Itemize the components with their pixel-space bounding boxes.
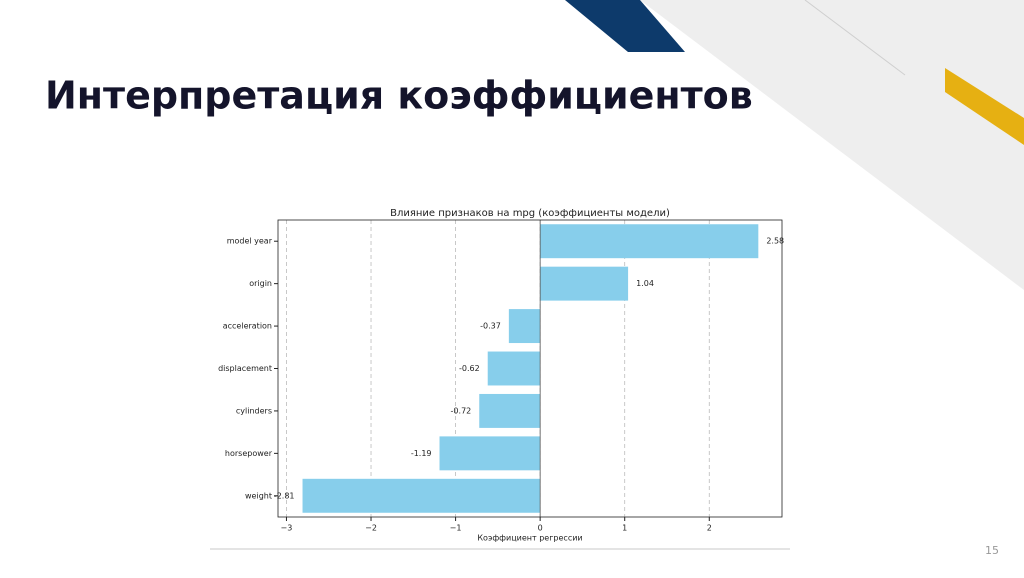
y-tick-label: cylinders (236, 406, 272, 415)
y-tick-label: origin (249, 279, 272, 288)
y-tick-label: horsepower (225, 449, 273, 458)
slide-title: Интерпретация коэффициентов (45, 74, 753, 118)
decor-line (804, 0, 906, 76)
x-tick-label: 0 (538, 524, 543, 533)
bar (540, 266, 629, 301)
value-label: 1.04 (636, 279, 654, 288)
x-tick-label: 1 (622, 524, 627, 533)
decor-gray (640, 0, 1024, 290)
bar (439, 436, 541, 471)
bar (508, 309, 541, 344)
value-label: -0.72 (451, 406, 472, 415)
bar (487, 351, 541, 386)
bar (302, 478, 541, 513)
x-tick-label: 2 (707, 524, 712, 533)
value-label: -0.62 (459, 364, 480, 373)
decor-gold (945, 68, 1024, 145)
x-tick-label: −2 (365, 524, 377, 533)
decor-navy (565, 0, 685, 52)
value-label: -0.37 (480, 322, 501, 331)
plot-frame (277, 219, 783, 518)
x-tick-label: −3 (281, 524, 293, 533)
y-tick-label: weight (245, 491, 272, 500)
y-tick-label: model year (227, 237, 273, 246)
page-number: 15 (985, 544, 999, 557)
y-tick-label: acceleration (223, 322, 272, 331)
bar (479, 393, 541, 428)
value-label: -1.19 (411, 449, 432, 458)
value-label: -2.81 (274, 491, 295, 500)
bar (540, 224, 759, 259)
chart: Влияние признаков на mpg (коэффициенты м… (218, 208, 784, 543)
x-tick-label: −1 (450, 524, 462, 533)
value-label: 2.58 (766, 237, 784, 246)
chart-title: Влияние признаков на mpg (коэффициенты м… (390, 208, 670, 219)
y-tick-label: displacement (218, 364, 272, 373)
x-axis-label: Коэффициент регрессии (477, 534, 582, 543)
